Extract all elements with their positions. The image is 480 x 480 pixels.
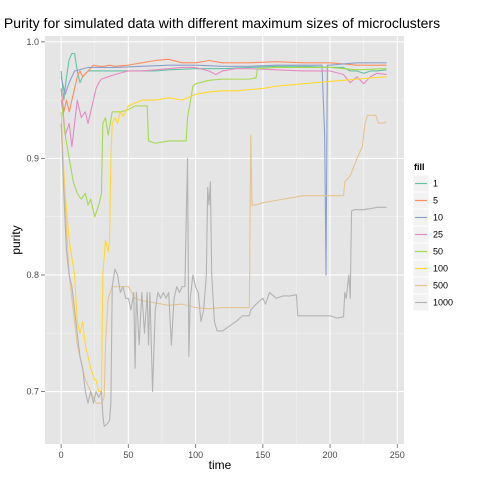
series-line-5 xyxy=(60,58,387,113)
legend-label-5: 5 xyxy=(433,196,438,206)
x-tick-label: 150 xyxy=(255,450,270,460)
x-tick-label: 50 xyxy=(123,450,133,460)
y-tick-label: 0.8 xyxy=(26,270,39,280)
major-gridlines xyxy=(45,36,404,444)
legend-label-1: 1 xyxy=(433,179,438,189)
minor-gridlines xyxy=(45,36,404,444)
series-line-100 xyxy=(60,76,387,393)
series-line-50 xyxy=(60,66,387,218)
x-axis-ticks: 0 50 100 150 200 250 xyxy=(59,444,405,460)
legend-label-50: 50 xyxy=(433,247,443,257)
y-tick-label: 0.7 xyxy=(26,387,39,397)
legend-label-10: 10 xyxy=(433,213,443,223)
x-tick-label: 0 xyxy=(59,450,64,460)
legend-title: fill xyxy=(414,162,425,172)
x-axis-title: time xyxy=(209,458,232,472)
legend: fill 1 5 10 25 50 100 500 1000 xyxy=(412,162,453,312)
legend-label-500: 500 xyxy=(433,281,448,291)
legend-label-25: 25 xyxy=(433,230,443,240)
y-tick-label: 1.0 xyxy=(26,37,39,47)
x-tick-label: 100 xyxy=(188,450,203,460)
series-line-10 xyxy=(60,62,387,276)
y-tick-label: 0.9 xyxy=(26,153,39,163)
plot-panel xyxy=(45,36,404,444)
series-line-1 xyxy=(60,52,387,101)
series-line-25 xyxy=(60,66,387,148)
y-axis-title: purity xyxy=(9,225,23,254)
series-line-1000 xyxy=(60,123,387,428)
legend-label-1000: 1000 xyxy=(433,298,453,308)
legend-label-100: 100 xyxy=(433,264,448,274)
x-tick-label: 200 xyxy=(323,450,338,460)
y-axis-ticks: 0.7 0.8 0.9 1.0 xyxy=(26,37,45,397)
series-lines xyxy=(60,52,387,428)
chart-title: Purity for simulated data with different… xyxy=(4,15,440,31)
series-line-500 xyxy=(60,111,387,404)
x-tick-label: 250 xyxy=(390,450,405,460)
